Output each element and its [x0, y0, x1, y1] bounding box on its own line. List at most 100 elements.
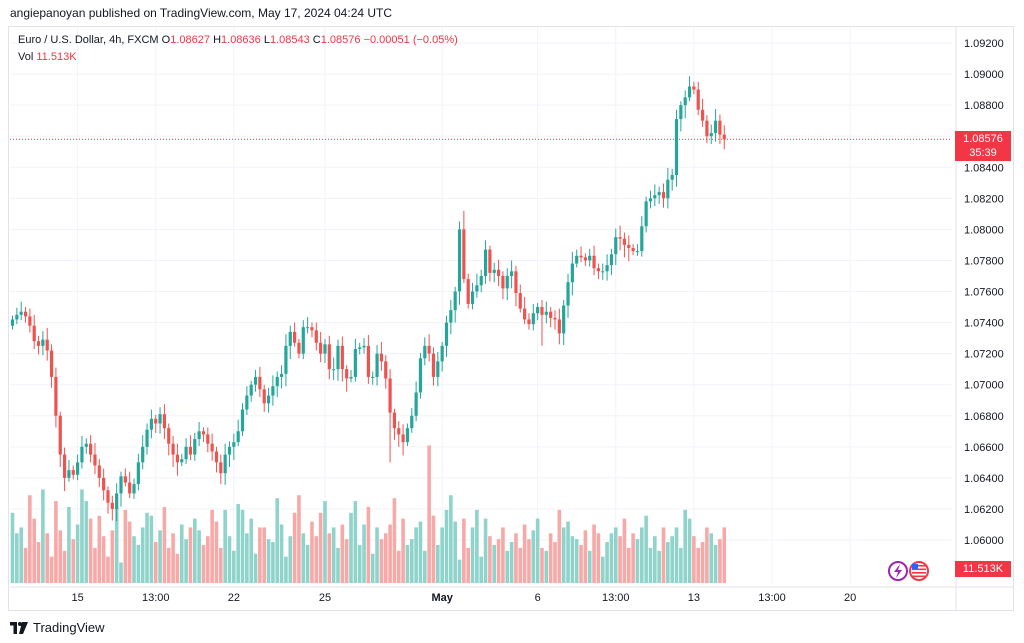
candle-body	[692, 86, 696, 90]
symbol-name[interactable]: Euro / U.S. Dollar, 4h, FXCM	[18, 34, 159, 46]
candle-body	[158, 414, 162, 424]
candle-body	[227, 446, 232, 455]
volume-bar	[644, 515, 648, 583]
candle-body	[184, 446, 188, 460]
volume-bar	[232, 550, 236, 583]
candle-body	[436, 361, 440, 377]
x-tick-label: 13	[688, 592, 700, 604]
close-label: C	[312, 34, 321, 46]
volume-label[interactable]: Vol	[18, 51, 34, 63]
candle-body	[193, 439, 197, 455]
y-tick-label: 1.06200	[964, 504, 1004, 516]
y-tick-label: 1.09200	[964, 38, 1004, 50]
open-value: 1.08627	[170, 34, 210, 46]
publisher-caption: angiepanoyan published on TradingView.co…	[10, 6, 393, 20]
candle-body	[258, 376, 262, 390]
y-tick-label: 1.08200	[964, 193, 1004, 205]
candle-body	[58, 415, 62, 455]
x-tick-label: 22	[228, 592, 240, 604]
candle-body	[353, 348, 357, 377]
candle-body	[201, 431, 206, 435]
candle-body	[197, 431, 201, 440]
volume-bar	[414, 527, 418, 583]
candle-body	[674, 119, 679, 176]
candle-body	[319, 342, 323, 354]
tradingview-logo-icon	[10, 621, 28, 634]
y-tick-label: 1.07600	[964, 287, 1004, 299]
volume-bar	[583, 530, 588, 583]
candle-body	[371, 376, 375, 378]
volume-bar	[253, 553, 258, 583]
volume-bar	[49, 556, 54, 583]
volume-bar	[318, 512, 323, 583]
candle-body	[640, 226, 644, 252]
candle-body	[414, 392, 418, 416]
flag-stripe	[912, 572, 926, 574]
volume-bar	[84, 501, 89, 583]
candle-body	[223, 454, 227, 474]
y-tick-label: 1.08000	[964, 224, 1004, 236]
candle-body	[661, 192, 666, 199]
volume-bar	[357, 544, 362, 583]
candle-body	[718, 120, 722, 135]
candle-body	[214, 451, 219, 463]
volume-bar	[10, 512, 15, 583]
candle-body	[575, 255, 579, 264]
volume-bar	[206, 536, 210, 583]
candle-body	[102, 477, 106, 491]
volume-bar	[292, 512, 297, 583]
volume-bar	[531, 530, 536, 583]
candle-body	[709, 133, 713, 137]
volume-bar	[431, 515, 436, 583]
volume-bar	[653, 536, 657, 583]
flag-stripe	[912, 565, 926, 567]
volume-bar	[145, 512, 149, 583]
candle-body	[293, 331, 297, 343]
volume-bar	[227, 536, 232, 583]
candle-body	[310, 327, 314, 331]
y-tick-label: 1.07400	[964, 318, 1004, 330]
volume-bar	[266, 539, 271, 583]
candle-body	[405, 428, 410, 443]
candle-body	[132, 484, 136, 494]
candle-body	[444, 322, 449, 346]
volume-bar	[592, 524, 596, 583]
candle-body	[431, 353, 436, 377]
volume-bar	[210, 509, 214, 583]
candle-body	[188, 446, 193, 455]
bar-countdown: 35:39	[969, 147, 997, 159]
volume-bar	[674, 527, 679, 583]
volume-bar	[444, 509, 449, 583]
volume-bar	[722, 527, 727, 583]
last-price-tag: 1.08576 35:39	[955, 131, 1011, 161]
candle-body	[427, 345, 431, 354]
volume-bar	[310, 521, 314, 583]
candle-body	[379, 353, 383, 362]
candle-body	[510, 271, 514, 276]
x-tick-label: 20	[844, 592, 856, 604]
volume-bar	[687, 518, 692, 583]
change-value: −0.00051 (−0.05%)	[363, 34, 458, 46]
volume-bar	[383, 533, 388, 583]
volume-bar	[670, 536, 674, 583]
flag-canton	[912, 564, 918, 569]
volume-bar	[657, 550, 661, 583]
volume-bar	[501, 527, 505, 583]
volume-bar	[518, 547, 523, 583]
volume-bar	[192, 518, 197, 583]
volume-bar	[379, 539, 384, 583]
volume-legend: Vol 11.513K	[18, 51, 77, 63]
volume-bar	[622, 518, 627, 583]
candle-body	[232, 442, 236, 447]
volume-bar	[544, 550, 549, 583]
volume-bar	[396, 550, 401, 583]
candle-body	[271, 386, 275, 396]
volume-bar	[149, 515, 154, 583]
footer-brand[interactable]: TradingView	[10, 620, 105, 635]
candle-body	[32, 325, 36, 342]
y-tick-label: 1.06000	[964, 535, 1004, 547]
volume-bar	[683, 509, 687, 583]
candle-body	[340, 345, 344, 370]
candle-body	[713, 120, 718, 134]
